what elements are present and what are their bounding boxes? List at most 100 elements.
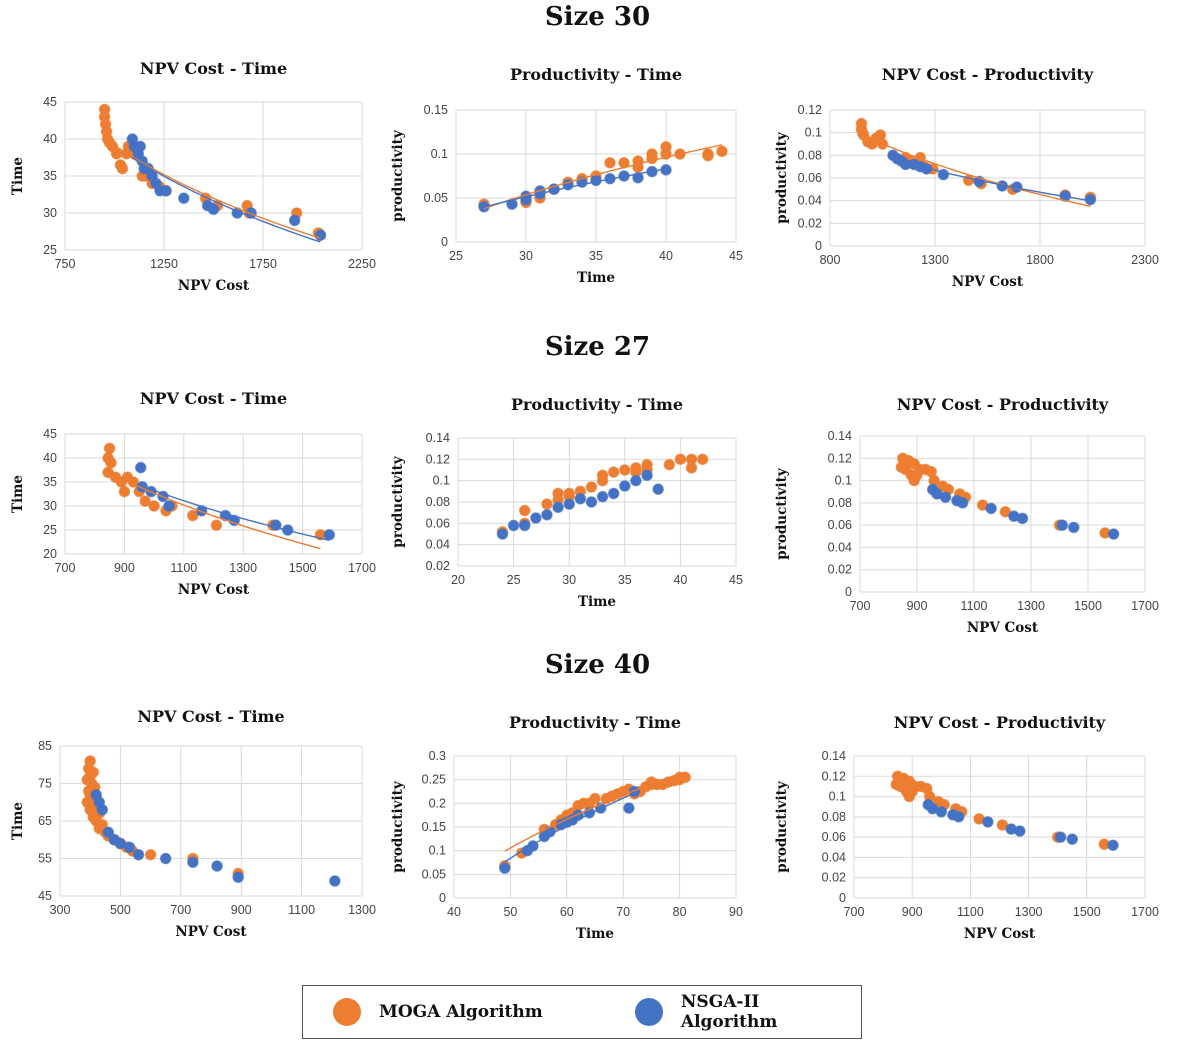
data-point <box>585 481 598 493</box>
y-tick-label: 0.02 <box>426 559 450 573</box>
y-tick-label: 0.14 <box>822 749 846 763</box>
y-tick-label: 65 <box>38 814 52 828</box>
section-title-size-30: Size 30 <box>544 2 651 32</box>
chart-legend: MOGA Algorithm NSGA-II Algorithm <box>302 985 862 1039</box>
y-tick-label: 0.02 <box>798 216 822 230</box>
data-point <box>144 848 157 861</box>
y-axis-label: Time <box>10 475 26 513</box>
y-axis-label: productivity <box>774 467 790 560</box>
y-tick-label: 0.2 <box>429 796 446 810</box>
series-moga <box>895 452 1111 539</box>
data-point <box>652 483 664 495</box>
x-axis-label: Time <box>576 926 614 942</box>
y-tick-label: 0 <box>439 891 446 905</box>
data-point <box>518 519 531 532</box>
x-tick-label: 45 <box>729 573 743 587</box>
trendline-moga <box>107 471 321 550</box>
y-tick-label: 0.15 <box>424 103 448 117</box>
data-point <box>496 528 509 540</box>
y-tick-label: 0.25 <box>422 773 446 787</box>
x-axis-label: Time <box>577 270 615 286</box>
data-point <box>607 466 620 478</box>
data-point <box>541 509 553 521</box>
y-tick-label: 0.1 <box>805 126 822 140</box>
x-tick-label: 1700 <box>1131 599 1159 613</box>
x-axis-label: NPV Cost <box>967 620 1039 636</box>
data-point <box>139 495 151 507</box>
chart-title: NPV Cost - Productivity <box>894 713 1106 732</box>
chart-title: NPV Cost - Productivity <box>897 395 1109 414</box>
data-point <box>716 145 728 158</box>
data-point <box>1107 528 1120 540</box>
data-point <box>596 469 609 482</box>
y-tick-label: 0.04 <box>426 538 450 552</box>
data-point <box>632 171 644 184</box>
y-tick-label: 0.04 <box>822 850 846 864</box>
x-tick-label: 1250 <box>150 257 178 271</box>
data-point <box>187 856 199 869</box>
data-point <box>552 501 564 514</box>
legend-item-nsga: NSGA-II Algorithm <box>635 986 861 1038</box>
y-tick-label: 0.08 <box>798 148 822 162</box>
legend-swatch-moga <box>333 998 361 1026</box>
x-tick-label: 1300 <box>921 253 949 267</box>
y-tick-label: 0.06 <box>426 516 450 530</box>
x-tick-label: 1300 <box>348 903 376 917</box>
x-tick-label: 300 <box>50 903 71 917</box>
data-point <box>674 453 687 466</box>
trendline-nsga <box>483 168 667 208</box>
data-point <box>952 811 965 823</box>
trendline-nsga <box>140 484 330 541</box>
y-axis-label: productivity <box>774 131 790 224</box>
y-tick-label: 0.06 <box>798 171 822 185</box>
scatter-chart-8: Productivity - Time 40 50 60 70 80 90 0 0.05 0.1 0… <box>390 713 743 942</box>
y-tick-label: 0.04 <box>798 194 822 208</box>
chart-title: Productivity - Time <box>510 65 682 84</box>
data-point <box>685 453 698 466</box>
x-tick-label: 50 <box>503 905 517 919</box>
data-point <box>178 192 190 204</box>
data-point <box>102 826 115 839</box>
data-point <box>982 816 994 828</box>
data-point <box>679 771 692 784</box>
data-point <box>96 803 109 816</box>
data-point <box>604 157 616 169</box>
x-tick-label: 900 <box>902 905 923 919</box>
y-tick-label: 0.04 <box>828 540 852 554</box>
data-point <box>619 480 631 492</box>
x-tick-label: 40 <box>659 249 673 263</box>
trendline-moga <box>504 771 686 852</box>
x-tick-label: 800 <box>820 253 841 267</box>
x-tick-label: 45 <box>729 249 743 263</box>
x-tick-label: 90 <box>729 905 743 919</box>
y-tick-label: 35 <box>43 169 57 183</box>
data-point <box>641 469 653 482</box>
x-tick-label: 1100 <box>961 599 988 613</box>
data-point <box>1014 825 1026 837</box>
data-point <box>160 185 172 197</box>
x-tick-label: 1100 <box>957 905 984 919</box>
y-tick-label: 0.06 <box>828 518 852 532</box>
x-tick-label: 1300 <box>1015 905 1043 919</box>
chart-title: NPV Cost - Time <box>137 707 284 726</box>
data-point <box>132 848 145 861</box>
data-point <box>329 875 341 887</box>
x-tick-label: 35 <box>618 573 632 587</box>
x-tick-label: 70 <box>616 905 630 919</box>
data-point <box>288 214 301 227</box>
trendline-nsga <box>892 158 1091 202</box>
x-tick-label: 35 <box>589 249 603 263</box>
y-tick-label: 0 <box>845 585 852 599</box>
y-tick-label: 0.12 <box>798 103 822 117</box>
data-point <box>589 792 601 805</box>
chart-title: NPV Cost - Productivity <box>882 65 1094 84</box>
scatter-chart-7: NPV Cost - Time 300 500 700 900 1100 1300 45 55 6… <box>10 707 376 940</box>
y-tick-label: 0.08 <box>426 495 450 509</box>
y-tick-label: 0.05 <box>422 867 446 881</box>
x-tick-label: 1300 <box>1017 599 1045 613</box>
data-point <box>103 442 116 455</box>
x-tick-label: 700 <box>844 905 865 919</box>
trendline-nsga <box>131 157 321 243</box>
y-tick-label: 20 <box>43 547 57 561</box>
data-point <box>1016 512 1029 525</box>
